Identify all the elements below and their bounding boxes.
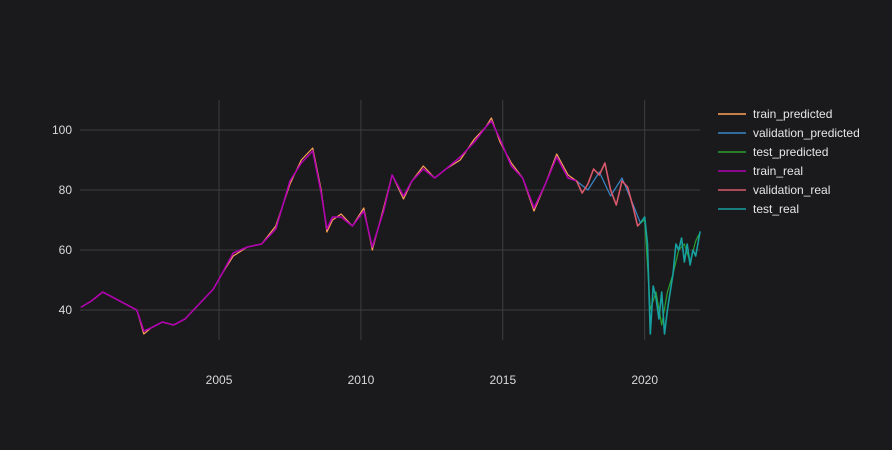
- x-tick-label: 2020: [631, 373, 658, 387]
- gridlines: [80, 100, 700, 340]
- legend-label: train_predicted: [753, 107, 832, 121]
- x-tick-label: 2005: [206, 373, 233, 387]
- x-tick-label: 2015: [489, 373, 516, 387]
- legend-item-train-real[interactable]: train_real: [718, 164, 803, 178]
- legend-label: test_predicted: [753, 145, 828, 159]
- legend-item-validation-real[interactable]: validation_real: [718, 183, 830, 197]
- series-line-validation-real[interactable]: [575, 162, 642, 227]
- legend-item-test-real[interactable]: test_real: [718, 202, 799, 216]
- legend-label: validation_predicted: [753, 126, 860, 140]
- series-line-train-real[interactable]: [80, 120, 578, 332]
- y-tick-label: 100: [52, 123, 72, 137]
- axes: 40 60 80 100 2005 2010 2015 2020: [52, 123, 658, 387]
- legend-item-train-predicted[interactable]: train_predicted: [718, 107, 832, 121]
- x-tick-label: 2010: [348, 373, 375, 387]
- y-tick-label: 80: [59, 183, 73, 197]
- legend-item-validation-predicted[interactable]: validation_predicted: [718, 126, 860, 140]
- y-tick-label: 40: [59, 303, 73, 317]
- series-line-test-real[interactable]: [639, 216, 701, 335]
- legend-item-test-predicted[interactable]: test_predicted: [718, 145, 828, 159]
- legend-label: train_real: [753, 164, 803, 178]
- y-tick-label: 60: [59, 243, 73, 257]
- legend[interactable]: train_predicted validation_predicted test_…: [718, 107, 860, 216]
- plot-area: [80, 117, 701, 335]
- legend-label: validation_real: [753, 183, 830, 197]
- legend-label: test_real: [753, 202, 799, 216]
